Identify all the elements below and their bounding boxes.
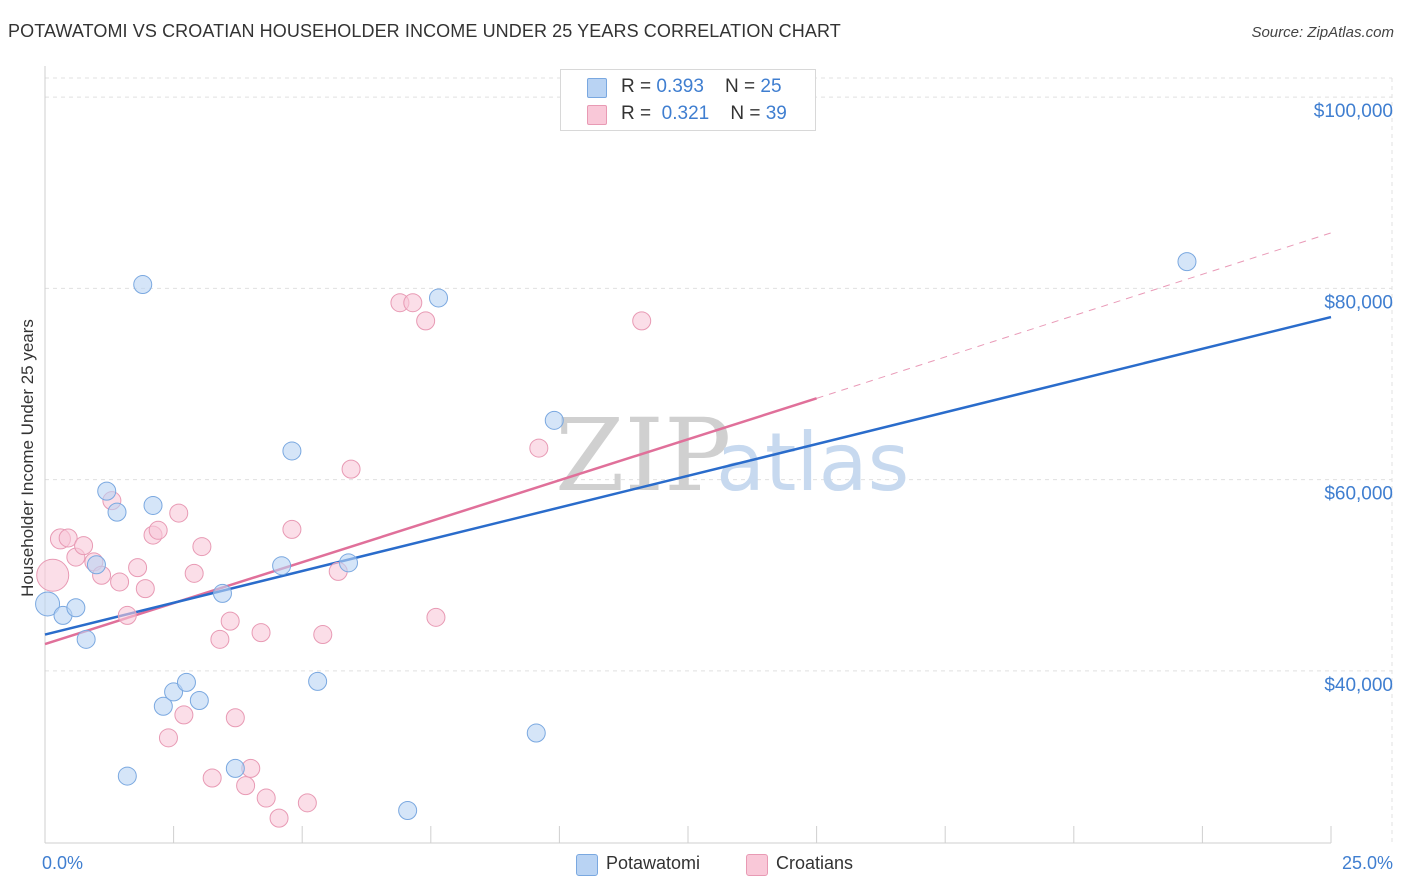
croatians-point bbox=[169, 503, 189, 523]
legend-text-potawatomi: R = 0.393 N = 25 bbox=[621, 76, 782, 98]
croatians-point bbox=[225, 708, 245, 728]
croatians-trend-extension bbox=[816, 232, 1332, 399]
n-label: N = bbox=[725, 76, 761, 97]
source-label: Source: ZipAtlas.com bbox=[1251, 24, 1394, 41]
croatians-point bbox=[282, 519, 302, 539]
n-label: N = bbox=[730, 103, 766, 124]
legend-swatch-potawatomi bbox=[587, 78, 607, 98]
croatians-point bbox=[36, 558, 70, 592]
bottom-swatch-potawatomi bbox=[576, 854, 598, 876]
croatians-point bbox=[128, 558, 148, 578]
potawatomi-point bbox=[189, 691, 209, 711]
r-label: R = bbox=[621, 103, 657, 124]
y-tick-label: $40,000 bbox=[1324, 675, 1393, 696]
potawatomi-point bbox=[398, 800, 418, 820]
legend-text-croatians: R = 0.321 N = 39 bbox=[621, 103, 787, 125]
croatians-point bbox=[529, 438, 549, 458]
watermark-atlas: atlas bbox=[716, 416, 909, 509]
potawatomi-point bbox=[308, 671, 328, 691]
potawatomi-point bbox=[153, 696, 173, 716]
stats-legend: R = 0.393 N = 25 R = 0.321 N = 39 bbox=[560, 69, 816, 131]
trend-lines bbox=[44, 232, 1332, 646]
watermark-zip: ZIP bbox=[555, 397, 731, 514]
y-tick-label: $60,000 bbox=[1324, 484, 1393, 505]
potawatomi-point bbox=[429, 288, 449, 308]
croatians-point bbox=[74, 536, 94, 556]
croatians-point bbox=[632, 311, 652, 331]
croatians-point bbox=[256, 788, 276, 808]
potawatomi-point bbox=[225, 758, 245, 778]
x-tick-label: 0.0% bbox=[42, 853, 83, 873]
legend-swatch-croatians bbox=[587, 105, 607, 125]
croatians-point bbox=[220, 611, 240, 631]
n-value: 39 bbox=[765, 103, 787, 124]
x-tick-label: 25.0% bbox=[1342, 853, 1393, 873]
croatians-point bbox=[297, 793, 317, 813]
potawatomi-point bbox=[212, 583, 232, 603]
potawatomi-point bbox=[107, 502, 127, 522]
potawatomi-point bbox=[544, 410, 564, 430]
croatians-point bbox=[135, 579, 155, 599]
bottom-swatch-croatians bbox=[746, 854, 768, 876]
potawatomi-point bbox=[86, 555, 106, 575]
potawatomi-point bbox=[35, 591, 61, 617]
y-tick-label: $100,000 bbox=[1314, 101, 1393, 122]
potawatomi-point bbox=[133, 275, 153, 295]
potawatomi-point bbox=[272, 556, 292, 576]
croatians-point bbox=[426, 607, 446, 627]
r-label: R = bbox=[621, 76, 657, 97]
croatians-point bbox=[148, 520, 168, 540]
potawatomi-point bbox=[66, 598, 86, 618]
croatians-point bbox=[158, 728, 178, 748]
potawatomi-point bbox=[338, 553, 358, 573]
bottom-label-potawatomi: Potawatomi bbox=[606, 853, 701, 873]
croatians-point bbox=[341, 459, 361, 479]
potawatomi-trend-line bbox=[44, 315, 1332, 636]
croatians-point bbox=[251, 623, 271, 643]
potawatomi-point bbox=[76, 629, 96, 649]
watermark: ZIP atlas bbox=[555, 397, 909, 514]
axes bbox=[44, 66, 1332, 844]
croatians-point bbox=[313, 625, 333, 645]
potawatomi-point bbox=[526, 723, 546, 743]
croatians-point bbox=[202, 768, 222, 788]
croatians-point bbox=[416, 311, 436, 331]
x-tick-labels: 0.0% 25.0% bbox=[42, 853, 1393, 873]
n-value: 25 bbox=[760, 76, 782, 97]
potawatomi-point bbox=[282, 441, 302, 461]
croatians-point bbox=[269, 808, 289, 828]
croatians-point bbox=[58, 528, 78, 548]
croatians-point bbox=[236, 776, 256, 796]
potawatomi-point bbox=[143, 495, 163, 515]
potawatomi-point bbox=[117, 766, 137, 786]
chart-title: POTAWATOMI VS CROATIAN HOUSEHOLDER INCOM… bbox=[8, 21, 841, 41]
r-value: 0.393 bbox=[656, 76, 704, 97]
croatians-point bbox=[174, 705, 194, 725]
croatians-point bbox=[110, 572, 130, 592]
croatians-point bbox=[192, 537, 212, 557]
bottom-label-croatians: Croatians bbox=[776, 853, 854, 873]
potawatomi-point bbox=[1177, 252, 1197, 272]
y-tick-label: $80,000 bbox=[1324, 292, 1393, 313]
potawatomi-point bbox=[164, 682, 184, 702]
data-points bbox=[35, 252, 1197, 828]
potawatomi-point bbox=[97, 481, 117, 501]
r-value: 0.321 bbox=[661, 103, 710, 124]
croatians-point bbox=[184, 563, 204, 583]
croatians-point bbox=[210, 629, 230, 649]
potawatomi-point bbox=[176, 672, 196, 692]
croatians-point bbox=[117, 605, 137, 625]
croatians-point bbox=[403, 293, 423, 313]
y-tick-labels: $40,000 $60,000 $80,000 $100,000 bbox=[1314, 101, 1393, 696]
